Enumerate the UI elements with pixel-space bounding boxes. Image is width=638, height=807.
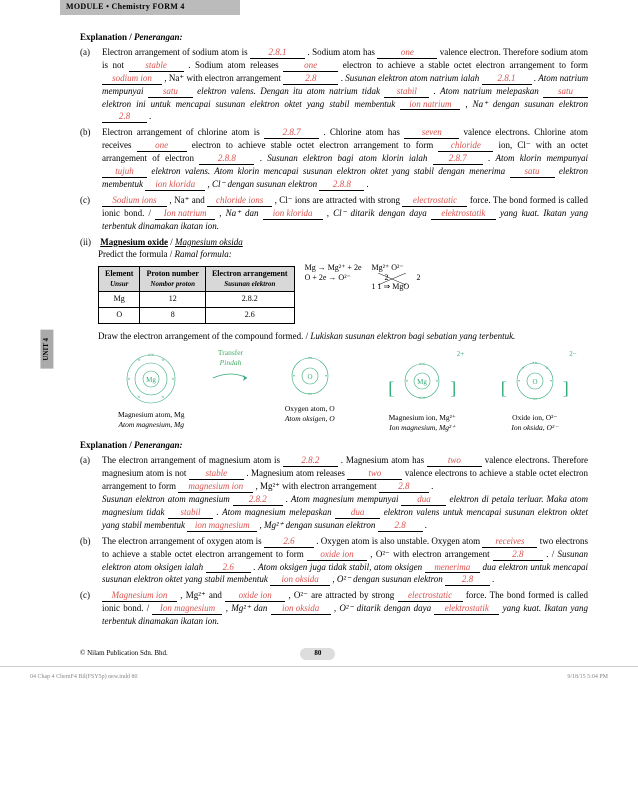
svg-text:×: × — [138, 395, 141, 401]
o-atom-icon: O •• • • •• — [282, 348, 338, 404]
svg-text:××: ×× — [148, 353, 155, 359]
draw-instruction: Draw the electron arrangement of the com… — [98, 330, 588, 342]
svg-text:×: × — [436, 379, 439, 385]
svg-text:×: × — [128, 377, 131, 383]
svg-text:O: O — [532, 378, 537, 386]
svg-text:••: •• — [308, 392, 312, 398]
predict-label: Predict the formula / Ramal formula: — [98, 248, 588, 260]
file-meta-left: 04 Chap 4 ChemF4 Bil(FSY5p) new.indd 80 — [30, 673, 137, 681]
cross-block: Mg²⁺ O²⁻ 2 2 1 1 ⇒ MgO — [372, 263, 434, 292]
item-b-2: (b) The electron arrangement of oxygen a… — [80, 535, 588, 587]
item-a-2: (a) The electron arrangement of magnesiu… — [80, 454, 588, 531]
mg-atom-icon: Mg ×× × × × × × × — [120, 348, 182, 410]
file-meta-right: 9/18/15 5:04 PM — [567, 673, 608, 681]
equation-block: Mg → Mg²⁺ + 2e O + 2e → O²⁻ — [305, 263, 362, 282]
o-ion-icon: O •× • • •• • × — [507, 348, 563, 410]
svg-text:Mg: Mg — [417, 378, 427, 386]
svg-text:•: • — [522, 366, 524, 372]
svg-text:•: • — [518, 379, 520, 385]
mg-ion-icon: Mg ×× × × ×× — [394, 348, 450, 410]
element-table: ElementUnsur Proton numberNombor proton … — [98, 266, 295, 324]
item-c-2: (c) Magnesium ion , Mg²⁺ and oxide ion ,… — [80, 589, 588, 627]
page-number: 80 — [300, 648, 335, 659]
unit-tab: UNIT 4 — [40, 330, 53, 369]
svg-text:•: • — [325, 374, 327, 380]
electron-diagrams: Mg ×× × × × × × × Magnesium atom, Mg Ato… — [98, 348, 588, 433]
svg-text:O: O — [307, 373, 312, 381]
subsection-ii: (ii) Magnesium oxide / Magnesium oksida — [80, 236, 588, 248]
svg-text:Mg: Mg — [146, 376, 156, 384]
svg-text:××: ×× — [419, 396, 426, 402]
svg-text:×: × — [545, 366, 548, 372]
copyright: © Nilam Publication Sdn. Bhd. — [80, 649, 168, 658]
svg-text:•: • — [293, 374, 295, 380]
transfer-arrow-icon — [211, 368, 251, 388]
module-header: MODULE • Chemistry FORM 4 — [60, 0, 240, 15]
item-c-1: (c) Sodium ions , Na⁺ and chloride ions … — [80, 194, 588, 232]
explanation-title-2: Explanation / Penerangan: — [80, 439, 588, 451]
svg-text:×: × — [162, 395, 165, 401]
svg-text:••: •• — [533, 397, 537, 403]
svg-text:×: × — [162, 358, 165, 364]
explanation-title-1: Explanation / Penerangan: — [80, 31, 588, 43]
svg-text:××: ×× — [419, 362, 426, 368]
item-b-1: (b) Electron arrangement of chlorine ato… — [80, 126, 588, 190]
svg-text:•: • — [550, 379, 552, 385]
svg-text:×: × — [406, 379, 409, 385]
svg-text:••: •• — [308, 356, 312, 362]
item-a-1: (a) Electron arrangement of sodium atom … — [80, 46, 588, 123]
svg-text:×: × — [172, 377, 175, 383]
svg-text:•×: •× — [532, 361, 537, 367]
svg-text:×: × — [138, 358, 141, 364]
